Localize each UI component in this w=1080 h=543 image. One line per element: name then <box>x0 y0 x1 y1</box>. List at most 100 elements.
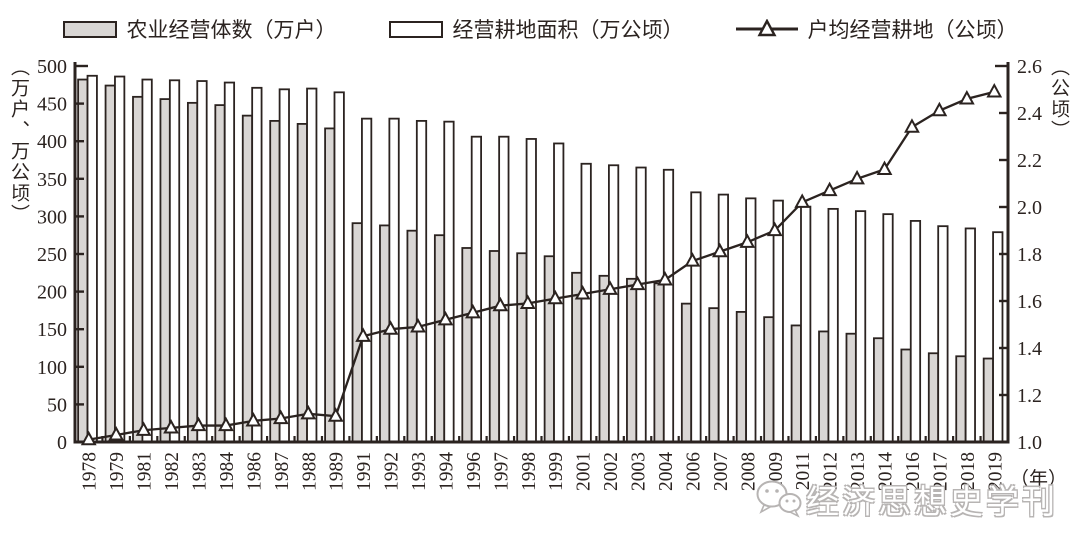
gray-bar <box>900 348 912 443</box>
white-bar <box>662 168 675 443</box>
triangle-marker <box>657 270 673 286</box>
wechat-icon <box>756 480 802 518</box>
gray-bar <box>488 250 501 443</box>
left-tick-label: 50 <box>47 394 67 416</box>
line-layer <box>80 82 1003 446</box>
legend-item-area: 经营耕地面积（万公顷） <box>388 14 684 44</box>
triangle-marker <box>108 426 125 441</box>
triangle-marker <box>382 320 399 335</box>
white-bar <box>114 75 126 443</box>
year-label: 2017 <box>930 452 951 491</box>
year-label: 1992 <box>382 452 403 491</box>
left-tick-label: 450 <box>37 94 67 116</box>
gray-bar <box>680 302 693 443</box>
year-label: 2012 <box>821 452 842 491</box>
left-tick-label: 400 <box>37 131 67 153</box>
year-label: 1983 <box>189 452 210 491</box>
year-label: 2016 <box>903 452 924 491</box>
year-label: 1981 <box>135 452 156 491</box>
right-tick-label: 1.2 <box>1017 385 1042 407</box>
white-bar <box>772 199 784 443</box>
triangle-marker <box>437 310 454 326</box>
gray-bar <box>845 332 857 443</box>
year-label: 2013 <box>848 452 869 491</box>
white-bar <box>909 220 922 443</box>
white-bar <box>608 164 620 443</box>
triangle-marker <box>931 101 948 117</box>
white-bar <box>86 74 98 443</box>
triangle-marker <box>327 407 344 422</box>
year-label: 1986 <box>244 452 265 491</box>
year-label: 1997 <box>491 452 512 491</box>
gray-bar <box>790 324 802 443</box>
year-label: 2007 <box>711 452 732 491</box>
year-label: 1987 <box>272 452 293 491</box>
gray-bar <box>461 247 473 443</box>
gray-bar <box>77 78 89 443</box>
white-bar <box>690 191 702 443</box>
year-label: 1991 <box>354 452 375 491</box>
triangle-marker <box>629 275 646 291</box>
white-bar <box>800 205 812 443</box>
year-label: 1978 <box>80 452 101 491</box>
right-tick-label: 2.0 <box>1017 197 1042 219</box>
legend-item-per-household: 户均经营耕地（公顷） <box>735 14 1018 44</box>
left-tick-label: 250 <box>37 244 67 266</box>
right-tick-label: 1.6 <box>1017 291 1042 313</box>
right-tick-label: 2.4 <box>1017 103 1042 125</box>
gray-bar <box>159 98 171 443</box>
legend-label: 户均经营耕地（公顷） <box>807 18 1018 42</box>
left-tick-label: 500 <box>37 56 67 78</box>
white-bar <box>992 231 1004 443</box>
triangle-marker <box>958 90 975 105</box>
gray-bar <box>241 114 254 443</box>
gray-bar <box>433 234 446 443</box>
year-label: 2001 <box>574 452 595 491</box>
left-tick-label: 150 <box>37 319 67 341</box>
year-label: 2008 <box>738 452 759 491</box>
white-bar <box>498 135 510 443</box>
year-label: 1998 <box>519 452 540 491</box>
white-bar <box>827 207 839 443</box>
white-bar <box>964 227 976 443</box>
white-bar <box>196 80 208 443</box>
left-tick-label: 0 <box>57 432 67 454</box>
year-label: 1988 <box>299 452 320 491</box>
gray-bar <box>324 127 336 443</box>
white-bar <box>882 213 894 443</box>
triangle-marker <box>849 169 865 185</box>
watermark: 经济思想史学刊 <box>756 475 1058 523</box>
gray-bar <box>927 352 940 443</box>
year-label: 1999 <box>546 452 567 491</box>
year-label: 1984 <box>217 452 238 491</box>
left-tick-label: 300 <box>37 206 67 228</box>
year-label: 1993 <box>409 452 430 491</box>
left-tick-label: 100 <box>37 357 67 379</box>
legend-label: 农业经营体数（万户） <box>126 18 337 42</box>
right-tick-label: 1.8 <box>1017 244 1042 266</box>
white-bar-swatch-icon <box>388 20 443 38</box>
x-axis-labels: 1978 1979 1981 1982 1983 1984 1986 1987 1988 1989… <box>80 452 1007 491</box>
white-bar <box>854 210 867 443</box>
white-bar <box>470 135 482 443</box>
white-bar <box>306 87 318 443</box>
left-axis-title: （万户、万公顷） <box>7 57 29 225</box>
legend: 农业经营体数（万户） 经营耕地面积（万公顷） 户均经营耕地（公顷） <box>0 14 1080 44</box>
triangle-marker <box>80 430 97 446</box>
axes-layer: 0 50 100 150 200 250 300 350 400 450 500 1.0 1.2 1.4 1… <box>37 56 1042 454</box>
gray-bar <box>873 337 885 443</box>
triangle-marker <box>602 280 618 295</box>
year-label: 2019 <box>985 452 1006 491</box>
triangle-marker <box>876 160 893 175</box>
white-bar <box>251 86 263 443</box>
gray-bar <box>653 282 665 443</box>
line-triangle-marker-icon <box>735 19 798 37</box>
white-bar <box>278 88 290 443</box>
right-tick-label: 1.4 <box>1017 338 1042 360</box>
year-label: 2014 <box>876 452 897 491</box>
white-bar <box>525 138 537 443</box>
triangle-marker <box>410 317 426 333</box>
white-bar <box>168 79 181 443</box>
gray-bar <box>763 316 775 443</box>
trend-line <box>88 90 995 441</box>
